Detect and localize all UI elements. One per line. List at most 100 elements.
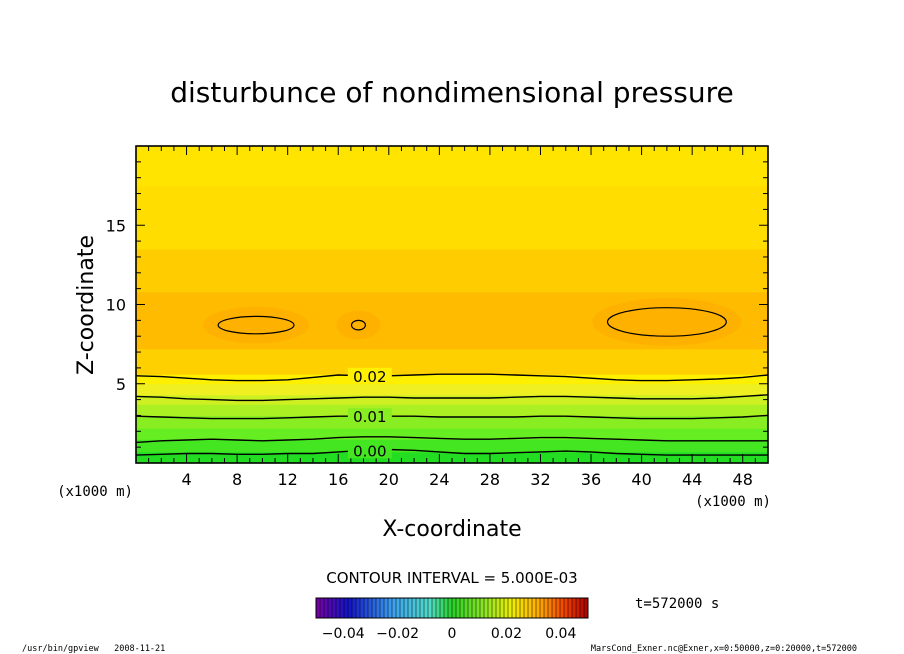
x-tick-label: 32 bbox=[530, 470, 550, 489]
chart-title: disturbunce of nondimensional pressure bbox=[170, 76, 734, 109]
colorbar-cell bbox=[560, 598, 565, 618]
y-tick-label: 15 bbox=[106, 216, 126, 235]
colorbar-cell bbox=[492, 598, 497, 618]
color-fill bbox=[136, 146, 768, 463]
x-tick-label: 4 bbox=[181, 470, 191, 489]
colorbar-tick-label: −0.04 bbox=[322, 626, 365, 642]
x-tick-label: 36 bbox=[581, 470, 601, 489]
colorbar-cell bbox=[548, 598, 553, 618]
colorbar-cell bbox=[500, 598, 505, 618]
colorbar-cell bbox=[568, 598, 573, 618]
closed-contour-2 bbox=[606, 307, 727, 337]
colorbar-cell bbox=[448, 598, 453, 618]
x-tick-label: 28 bbox=[480, 470, 500, 489]
colorbar-cell bbox=[476, 598, 481, 618]
colorbar-cell bbox=[480, 598, 485, 618]
x-tick-label: 44 bbox=[682, 470, 702, 489]
colorbar-cell bbox=[372, 598, 377, 618]
color-band-12 bbox=[136, 146, 768, 187]
y-tick-label: 10 bbox=[106, 296, 126, 315]
color-band-10 bbox=[136, 249, 768, 293]
contour-lines bbox=[136, 307, 768, 456]
colorbar-tick-label: 0 bbox=[448, 626, 457, 642]
contour-label-bg-0 bbox=[347, 442, 392, 459]
colorbar-cell bbox=[436, 598, 441, 618]
colorbar-cell bbox=[484, 598, 489, 618]
color-band-2 bbox=[136, 428, 768, 440]
contour-label-bg-4 bbox=[347, 367, 392, 384]
colorbar-cell bbox=[344, 598, 349, 618]
color-band-0 bbox=[136, 451, 768, 463]
contour-label-0: 0.00 bbox=[353, 442, 386, 460]
x-tick-label: 8 bbox=[232, 470, 242, 489]
colorbar-cell bbox=[420, 598, 425, 618]
plot-area bbox=[136, 146, 768, 463]
color-patch-0 bbox=[202, 306, 310, 344]
colorbar-cell bbox=[516, 598, 521, 618]
contour-line-2 bbox=[136, 414, 768, 420]
colorbar-cell bbox=[584, 598, 589, 618]
x-tick-label: 16 bbox=[328, 470, 348, 489]
colorbar-cell bbox=[468, 598, 473, 618]
colorbar-cell bbox=[328, 598, 333, 618]
colorbar-cell bbox=[404, 598, 409, 618]
colorbar-cell bbox=[524, 598, 529, 618]
color-band-5 bbox=[136, 394, 768, 405]
colorbar-cell bbox=[452, 598, 457, 618]
colorbar-cell bbox=[488, 598, 493, 618]
footer-left: /usr/bin/gpview 2008-11-21 bbox=[22, 644, 165, 654]
color-patch-2 bbox=[592, 298, 742, 346]
colorbar-cell bbox=[428, 598, 433, 618]
color-patch-1 bbox=[336, 310, 381, 340]
colorbar-cell bbox=[532, 598, 537, 618]
colorbar-cell bbox=[528, 598, 533, 618]
colorbar-cell bbox=[412, 598, 417, 618]
contour-line-4 bbox=[136, 373, 768, 382]
color-band-8 bbox=[136, 348, 768, 375]
colorbar-cell bbox=[460, 598, 465, 618]
color-band-4 bbox=[136, 404, 768, 416]
x-tick-label: 20 bbox=[379, 470, 399, 489]
contour-labels: 0.00 0.01 0.02 bbox=[347, 367, 392, 460]
colorbar-cell bbox=[508, 598, 513, 618]
colorbar-cell bbox=[332, 598, 337, 618]
colorbar-cell bbox=[324, 598, 329, 618]
colorbar-ticks: −0.04 −0.02 0 0.02 0.04 bbox=[322, 626, 577, 642]
colorbar-cell bbox=[444, 598, 449, 618]
colorbar-tick-label: −0.02 bbox=[376, 626, 419, 642]
colorbar-cell bbox=[496, 598, 501, 618]
x-tick-label: 24 bbox=[429, 470, 449, 489]
colorbar-cell bbox=[368, 598, 373, 618]
colorbar-cell bbox=[376, 598, 381, 618]
footer-right: MarsCond_Exner.nc@Exner,x=0:50000,z=0:20… bbox=[591, 644, 857, 654]
contour-label-2: 0.01 bbox=[353, 408, 386, 426]
colorbar-cell bbox=[336, 598, 341, 618]
colorbar-cell bbox=[504, 598, 509, 618]
color-band-3 bbox=[136, 415, 768, 429]
closed-contour-1 bbox=[350, 319, 367, 331]
colorbar-cell bbox=[572, 598, 577, 618]
colorbar-cell bbox=[536, 598, 541, 618]
contour-label-bg-2 bbox=[347, 408, 392, 425]
colorbar-cell bbox=[580, 598, 585, 618]
contour-interval: CONTOUR INTERVAL = 5.000E-03 bbox=[326, 569, 577, 587]
colorbar-cell bbox=[316, 598, 321, 618]
closed-contour-0 bbox=[217, 315, 295, 335]
contour-line-0 bbox=[136, 448, 768, 456]
colorbar-cell bbox=[464, 598, 469, 618]
colorbar-cell bbox=[388, 598, 393, 618]
y-tick-label: 5 bbox=[116, 375, 126, 394]
colorbar-cell bbox=[392, 598, 397, 618]
x-unit-right: (x1000 m) bbox=[695, 494, 771, 510]
colorbar-cell bbox=[544, 598, 549, 618]
colorbar-cell bbox=[556, 598, 561, 618]
x-tick-label: 48 bbox=[733, 470, 753, 489]
colorbar-cell bbox=[456, 598, 461, 618]
colorbar-tick-label: 0.04 bbox=[545, 626, 576, 642]
y-axis-label: Z-coordinate bbox=[74, 235, 99, 375]
colorbar-cell bbox=[540, 598, 545, 618]
colorbar-cell bbox=[512, 598, 517, 618]
colorbar-cell bbox=[576, 598, 581, 618]
